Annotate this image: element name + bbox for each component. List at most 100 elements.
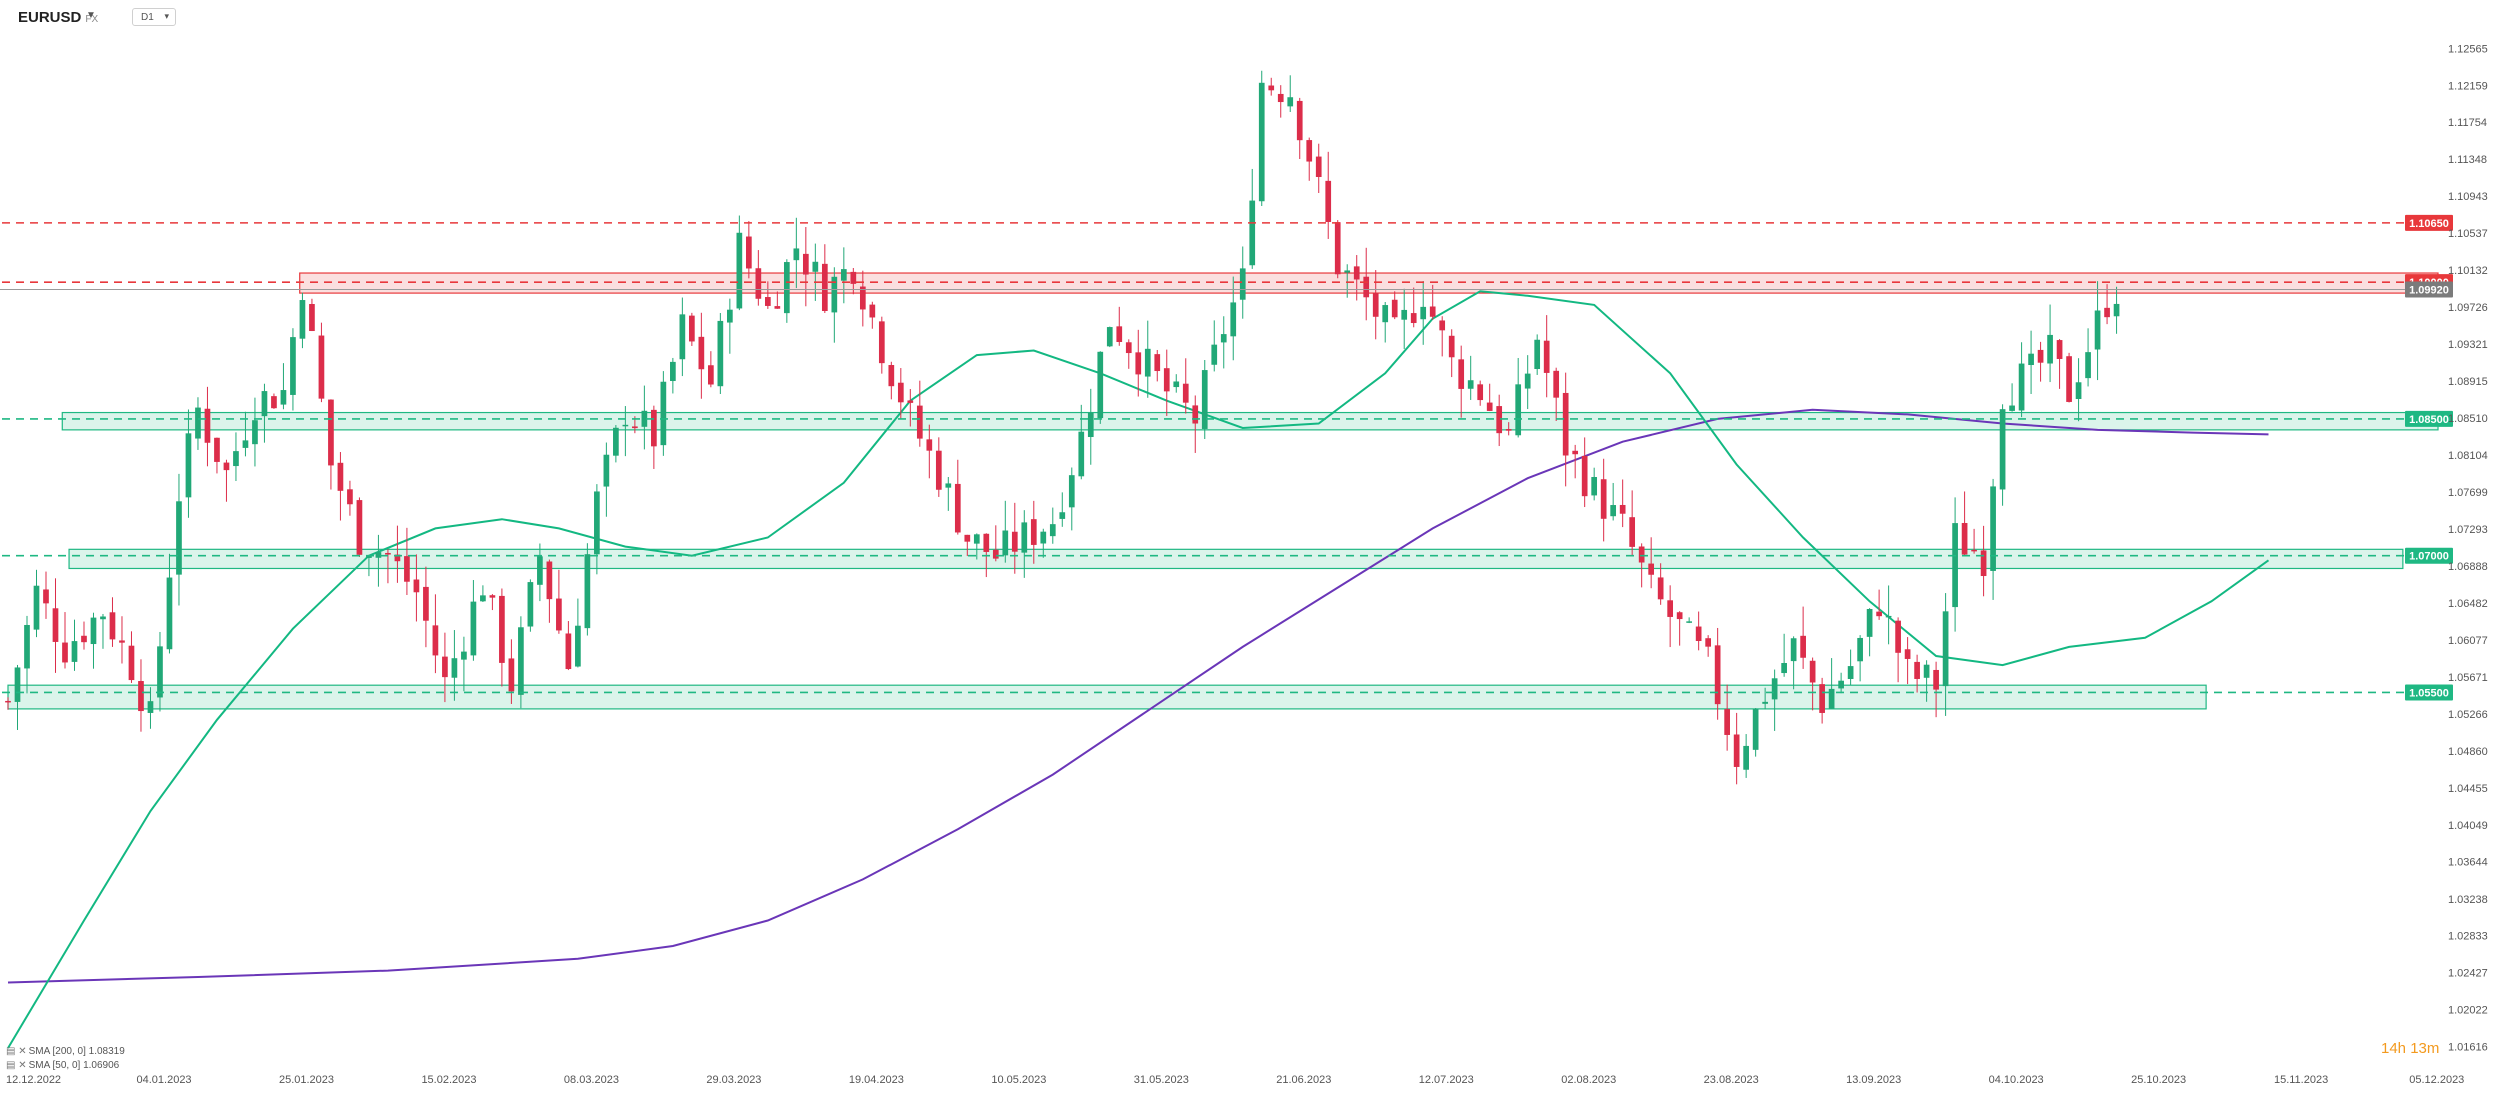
bearish-candle: [1192, 405, 1199, 424]
bearish-candle: [1904, 649, 1911, 659]
date-tick-label: 15.02.2023: [421, 1074, 476, 1086]
bearish-candle: [546, 561, 553, 600]
bearish-candle: [1334, 222, 1341, 275]
bullish-candle: [33, 585, 40, 630]
level-price-label: 1.05500: [2409, 687, 2449, 699]
indicator-settings-icon[interactable]: ▤ ✕: [6, 1046, 27, 1057]
bearish-candle: [565, 633, 572, 670]
bullish-candle: [831, 276, 838, 313]
symbol-label: EURUSD: [18, 9, 82, 26]
bearish-candle: [1800, 635, 1806, 658]
bearish-candle: [432, 625, 439, 656]
bearish-candle: [385, 552, 391, 555]
price-tick-label: 1.02022: [2448, 1005, 2488, 1017]
price-tick-label: 1.09726: [2448, 302, 2488, 314]
bearish-candle: [708, 365, 714, 385]
bullish-candle: [176, 501, 182, 575]
bearish-candle: [1657, 577, 1664, 600]
bearish-candle: [1876, 611, 1882, 617]
timeframe-select[interactable]: D1 ▾: [132, 8, 176, 26]
bearish-candle: [859, 286, 866, 310]
bullish-candle: [147, 701, 154, 713]
bullish-candle: [736, 232, 743, 309]
bearish-candle: [1363, 276, 1370, 298]
bullish-candle: [1021, 522, 1028, 553]
bearish-candle: [1486, 402, 1493, 411]
date-tick-label: 08.03.2023: [564, 1074, 619, 1086]
bullish-candle: [480, 595, 486, 602]
bearish-candle: [1572, 450, 1579, 455]
current-price-label: 1.09920: [2409, 284, 2449, 296]
bullish-candle: [840, 269, 847, 281]
bullish-candle: [1258, 82, 1265, 202]
bullish-candle: [1866, 609, 1873, 637]
symbol-dropdown-icon[interactable]: ▼: [86, 10, 96, 21]
bullish-candle: [290, 337, 296, 395]
bullish-candle: [90, 617, 97, 645]
bullish-candle: [14, 667, 21, 702]
bearish-candle: [1724, 709, 1730, 735]
bearish-candle: [1505, 429, 1512, 431]
bearish-candle: [1030, 519, 1037, 545]
price-tick-label: 1.06077: [2448, 635, 2488, 647]
level-price-tag: [2405, 684, 2453, 701]
symbol-selector[interactable]: EURUSD FX: [18, 9, 98, 26]
bearish-candle: [413, 579, 420, 593]
bullish-candle: [1173, 381, 1180, 388]
bearish-candle: [1667, 600, 1674, 617]
bullish-candle: [1249, 200, 1256, 266]
date-tick-label: 15.11.2023: [2274, 1074, 2328, 1086]
current-price-tag: [2405, 281, 2453, 298]
bearish-candle: [1306, 140, 1313, 162]
bearish-candle: [698, 336, 705, 370]
bearish-candle: [309, 304, 315, 332]
bullish-candle: [1078, 431, 1085, 477]
chevron-down-icon: ▾: [164, 11, 169, 21]
bearish-candle: [318, 335, 325, 399]
legend-sma200[interactable]: ▤ ✕ SMA [200, 0] 1.08319: [6, 1046, 125, 1057]
bearish-candle: [964, 534, 971, 542]
bearish-candle: [1125, 342, 1132, 354]
bullish-candle: [660, 381, 667, 446]
bullish-candle: [2018, 363, 2025, 411]
bearish-candle: [223, 462, 230, 471]
bullish-candle: [1838, 680, 1844, 689]
bullish-candle: [166, 577, 173, 650]
price-tick-label: 1.03644: [2448, 857, 2488, 869]
bearish-candle: [774, 306, 781, 309]
date-tick-label: 04.01.2023: [137, 1074, 192, 1086]
bearish-candle: [1819, 684, 1825, 713]
bullish-candle: [613, 427, 619, 456]
bullish-candle: [71, 641, 78, 662]
bearish-candle: [689, 315, 695, 342]
price-tick-label: 1.02427: [2448, 968, 2488, 980]
bullish-candle: [783, 262, 790, 314]
bullish-candle: [195, 407, 201, 439]
bearish-candle: [442, 656, 448, 678]
bullish-candle: [1382, 305, 1389, 323]
bearish-candle: [1477, 384, 1484, 401]
level-price-label: 1.10650: [2409, 218, 2449, 230]
bearish-candle: [328, 399, 334, 466]
bullish-candle: [1923, 664, 1930, 678]
date-tick-label: 02.08.2023: [1561, 1074, 1616, 1086]
bearish-candle: [1619, 504, 1626, 514]
bearish-candle: [1676, 612, 1683, 620]
bullish-candle: [1828, 688, 1835, 709]
date-tick-label: 05.12.2023: [2409, 1074, 2464, 1086]
bearish-candle: [1135, 352, 1142, 375]
bearish-candle: [214, 437, 220, 462]
bullish-candle: [1097, 351, 1104, 419]
indicator-settings-icon[interactable]: ▤ ✕: [6, 1060, 27, 1071]
bullish-candle: [727, 309, 733, 323]
date-tick-label: 25.01.2023: [279, 1074, 334, 1086]
bullish-candle: [1068, 475, 1075, 508]
bearish-candle: [2037, 349, 2044, 363]
bullish-candle: [299, 300, 306, 339]
legend-sma50[interactable]: ▤ ✕ SMA [50, 0] 1.06906: [6, 1060, 119, 1071]
bearish-candle: [1011, 531, 1018, 552]
bullish-candle: [594, 491, 600, 555]
bullish-candle: [252, 420, 258, 445]
bearish-candle: [1391, 299, 1398, 318]
